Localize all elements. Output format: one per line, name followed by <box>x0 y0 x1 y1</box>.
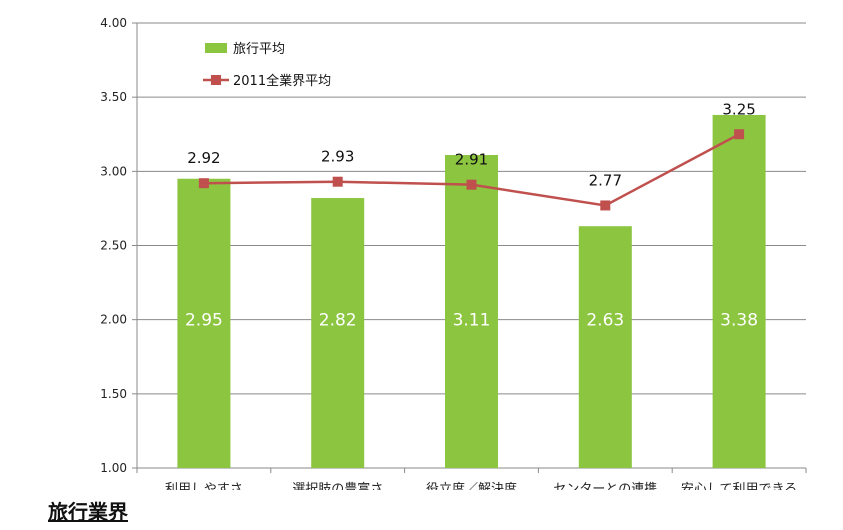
bar <box>712 114 766 468</box>
legend-label-line: 2011全業界平均 <box>233 73 331 89</box>
bar-data-label: 3.11 <box>453 311 491 331</box>
y-tick-label: 1.50 <box>100 387 127 401</box>
legend-label-bar: 旅行平均 <box>233 42 285 57</box>
bar-data-label: 2.95 <box>185 311 223 331</box>
line-data-label: 2.93 <box>321 148 354 166</box>
x-category-label: 選択肢の豊富さ <box>292 481 383 490</box>
bar <box>311 198 365 469</box>
line-marker <box>198 178 209 189</box>
bar-data-label: 2.63 <box>586 311 624 331</box>
y-tick-label: 2.50 <box>100 239 127 253</box>
y-tick-label: 3.00 <box>100 164 127 178</box>
bar-data-label: 3.38 <box>720 311 758 331</box>
line-marker <box>600 200 611 211</box>
line-data-label: 2.91 <box>455 151 488 169</box>
y-tick-label: 1.00 <box>100 461 127 475</box>
line-data-label: 3.25 <box>722 100 755 118</box>
legend-swatch-bar <box>205 43 227 53</box>
line-marker <box>466 179 477 190</box>
x-category-label: 役立度／解決度 <box>426 481 517 490</box>
line-marker <box>332 176 343 187</box>
bar <box>177 178 231 468</box>
y-tick-label: 4.00 <box>100 16 127 30</box>
bar-data-label: 2.82 <box>319 311 357 331</box>
x-category-label: 安心して利用できる <box>681 482 797 490</box>
chart: 1.00 1.50 2.00 2.50 3.00 3.50 4.00 2.95 2.82 3.11… <box>100 16 807 490</box>
line-data-label: 2.77 <box>589 171 622 189</box>
legend-marker-line <box>211 75 221 85</box>
line-data-label: 2.92 <box>187 149 220 167</box>
x-category-label: 利用しやすさ <box>165 482 243 490</box>
line-marker <box>734 129 745 140</box>
bar <box>445 155 498 468</box>
chart-caption: 旅行業界 <box>48 500 128 524</box>
y-tick-label: 2.00 <box>100 313 127 327</box>
y-tick-label: 3.50 <box>100 90 127 104</box>
x-category-label: センターとの連携 <box>553 481 657 490</box>
bar <box>578 226 632 468</box>
